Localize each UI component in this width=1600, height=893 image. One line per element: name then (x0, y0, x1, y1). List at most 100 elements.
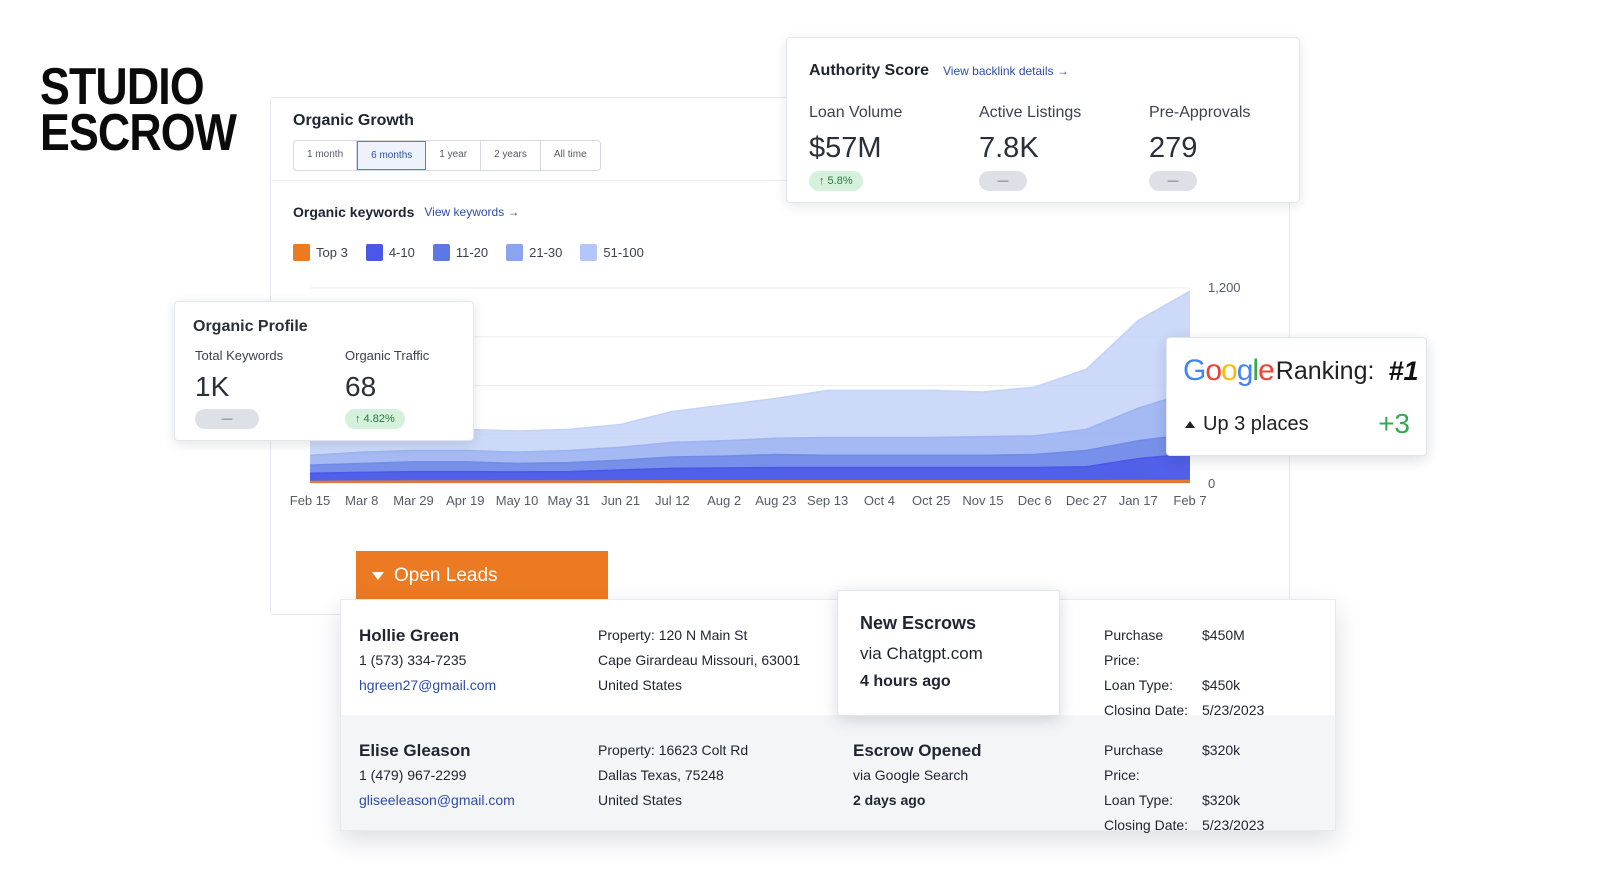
lead-contact: Hollie Green 1 (573) 334-7235 hgreen27@g… (359, 623, 496, 698)
ranking-change: Up 3 places +3 (1185, 408, 1410, 440)
organic-profile-card: Organic Profile Total Keywords 1K — Orga… (174, 301, 474, 441)
legend-label: 21-30 (529, 245, 563, 260)
metric-total-keywords: Total Keywords 1K — (195, 348, 283, 429)
ranking-delta: +3 (1378, 408, 1410, 439)
legend-label: Top 3 (316, 245, 348, 260)
lead-email[interactable]: hgreen27@gmail.com (359, 677, 497, 693)
x-tick-label: Oct 25 (912, 493, 950, 508)
x-tick-label: Nov 15 (962, 493, 1003, 508)
open-leads-label: Open Leads (394, 565, 498, 586)
purchase-label: Purchase Price: (1104, 627, 1164, 668)
x-tick-label: Dec 27 (1066, 493, 1107, 508)
legend-item-top-3[interactable]: Top 3 (293, 244, 348, 261)
metric-value: 68 (345, 371, 377, 402)
metric-value: 279 (1149, 132, 1198, 164)
closing-value: 5/23/2023 (1202, 817, 1265, 833)
x-tick-label: Oct 4 (864, 493, 895, 508)
x-tick-label: May 10 (496, 493, 539, 508)
change-badge: — (195, 409, 259, 429)
period-tabs: 1 month 6 months 1 year 2 years All time (293, 140, 601, 171)
escrow-status: New Escrows (860, 613, 977, 633)
x-tick-label: Jun 21 (601, 493, 640, 508)
x-tick-label: Feb 7 (1173, 493, 1206, 508)
area-series-51-100 (310, 291, 1190, 483)
open-leads-tab[interactable]: Open Leads (356, 551, 608, 601)
metric-value: 7.8K (979, 132, 1039, 164)
metric-active-listings: Active Listings 7.8K — (979, 104, 1081, 191)
lead-name: Hollie Green (359, 626, 460, 645)
metric-value: $57M (809, 132, 882, 164)
financials-grid: Purchase Price: $450M Loan Type: $450k Clo… (1104, 623, 1264, 723)
lead-contact: Elise Gleason 1 (479) 967-2299 gliseelea… (359, 738, 515, 813)
tab-all-time[interactable]: All time (553, 149, 587, 160)
property-line-2: Cape Girardeau Missouri, 63001 (598, 652, 801, 668)
closing-label: Closing Date: (1104, 702, 1189, 718)
organic-profile-title: Organic Profile (193, 318, 308, 335)
keywords-title: Organic keywords (293, 204, 415, 220)
line-series-Top 3 (309, 479, 1191, 483)
x-tick-label: Sep 13 (807, 493, 848, 508)
view-keywords-link[interactable]: View keywords → (424, 205, 520, 219)
x-tick-label: Jan 17 (1119, 493, 1158, 508)
loan-label: Loan Type: (1104, 792, 1174, 808)
x-tick-label: Mar 29 (393, 493, 433, 508)
x-tick-label: May 31 (548, 493, 591, 508)
loan-value: $450k (1202, 677, 1241, 693)
new-escrows-popover[interactable]: New Escrows via Chatgpt.com 4 hours ago (837, 590, 1060, 716)
ranking-change-text: Up 3 places (1185, 413, 1309, 436)
metric-label: Loan Volume (809, 104, 903, 121)
metric-organic-traffic: Organic Traffic 68 ↑ 4.82% (345, 348, 429, 429)
tab-1-month[interactable]: 1 month (294, 141, 358, 170)
tab-6-months[interactable]: 6 months (357, 141, 427, 170)
lead-property: Property: 16623 Colt Rd Dallas Texas, 75… (598, 738, 748, 813)
lead-name: Elise Gleason (359, 741, 471, 760)
metric-label: Pre-Approvals (1149, 104, 1251, 121)
legend-item-21-30[interactable]: 21-30 (506, 244, 562, 261)
change-badge: — (979, 171, 1027, 191)
lead-time: 4 hours ago (860, 673, 951, 690)
y-tick-label: 0 (1208, 476, 1215, 491)
purchase-value: $320k (1202, 742, 1241, 758)
organic-growth-title: Organic Growth (293, 112, 414, 129)
lead-phone: 1 (573) 334-7235 (359, 652, 467, 668)
metric-label: Total Keywords (195, 348, 284, 363)
x-tick-label: Aug 2 (707, 493, 741, 508)
lead-property: Property: 120 N Main St Cape Girardeau M… (598, 623, 800, 698)
property-line-3: United States (598, 677, 683, 693)
purchase-value: $450M (1202, 627, 1245, 643)
property-line-2: Dallas Texas, 75248 (598, 767, 724, 783)
metric-pre-approvals: Pre-Approvals 279 — (1149, 104, 1250, 191)
tab-2-years[interactable]: 2 years (481, 141, 541, 170)
legend-label: 4-10 (388, 245, 415, 260)
x-tick-label: Aug 23 (755, 493, 796, 508)
change-badge: ↑ 5.8% (809, 171, 863, 191)
google-ranking-header: Google Ranking: #1 (1183, 354, 1418, 388)
legend-swatch (432, 244, 450, 261)
authority-header: Authority Score View backlink details → (809, 62, 1069, 80)
google-logo: Google (1183, 354, 1275, 387)
change-badge: ↑ 4.82% (345, 409, 405, 429)
line-series-21-30 (309, 391, 1191, 457)
loan-label: Loan Type: (1104, 677, 1174, 693)
change-badge: — (1149, 171, 1197, 191)
lead-row[interactable]: Elise Gleason 1 (479) 967-2299 gliseelea… (341, 715, 1335, 833)
escrow-status: Escrow Opened (853, 741, 982, 760)
metric-label: Organic Traffic (345, 348, 430, 363)
brand-logo: STUDIO ESCROW (40, 58, 237, 162)
legend-item-51-100[interactable]: 51-100 (580, 244, 644, 261)
line-series-11-20 (309, 433, 1191, 466)
brand-line-2: ESCROW (40, 104, 237, 162)
legend-item-11-20[interactable]: 11-20 (432, 244, 488, 261)
lead-financials: Purchase Price: $450M Loan Type: $450k Clo… (1104, 623, 1264, 723)
legend-item-4-10[interactable]: 4-10 (365, 244, 415, 261)
chart-legend: Top 3 4-10 11-20 21-30 51-100 (293, 244, 644, 261)
ranking-label: Ranking: (1275, 356, 1375, 385)
view-backlink-link[interactable]: View backlink details → (943, 64, 1069, 78)
purchase-label: Purchase Price: (1104, 742, 1164, 783)
x-tick-label: Dec 6 (1018, 493, 1052, 508)
loan-value: $320k (1202, 792, 1241, 808)
brand-line-1: STUDIO (40, 58, 205, 116)
tab-1-year[interactable]: 1 year (426, 141, 482, 170)
lead-financials: Purchase Price: $320k Loan Type: $320k Clo… (1104, 738, 1264, 838)
lead-email[interactable]: gliseeleason@gmail.com (359, 792, 515, 808)
